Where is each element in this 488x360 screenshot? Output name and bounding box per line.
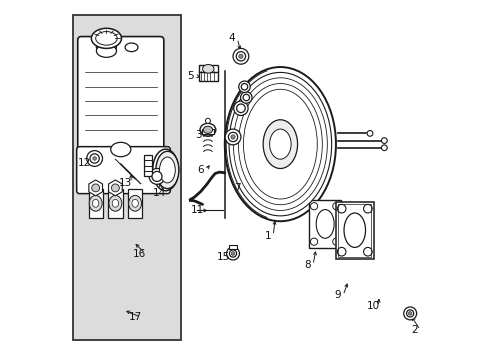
Ellipse shape: [263, 120, 297, 168]
Circle shape: [337, 204, 346, 213]
Ellipse shape: [344, 213, 365, 247]
Ellipse shape: [132, 199, 138, 207]
Circle shape: [243, 94, 249, 101]
Circle shape: [149, 168, 164, 184]
Bar: [144, 155, 152, 176]
Text: 3: 3: [195, 130, 202, 140]
Circle shape: [337, 247, 346, 256]
Ellipse shape: [91, 28, 121, 48]
Bar: [73, 15, 180, 339]
Circle shape: [240, 92, 251, 103]
Ellipse shape: [96, 32, 117, 45]
Circle shape: [152, 171, 162, 181]
Circle shape: [111, 184, 119, 192]
Text: 11: 11: [190, 206, 203, 216]
Ellipse shape: [109, 195, 122, 211]
Text: 15: 15: [216, 252, 229, 262]
Text: 6: 6: [197, 165, 203, 175]
Text: 17: 17: [128, 312, 142, 322]
Circle shape: [363, 204, 371, 213]
Circle shape: [228, 132, 237, 141]
Circle shape: [86, 150, 102, 166]
Ellipse shape: [92, 199, 99, 207]
Circle shape: [310, 238, 317, 245]
Ellipse shape: [203, 126, 212, 134]
Bar: [88, 189, 102, 218]
FancyBboxPatch shape: [77, 147, 170, 194]
Circle shape: [407, 312, 411, 315]
Circle shape: [381, 145, 386, 150]
Circle shape: [406, 310, 413, 317]
Circle shape: [233, 101, 247, 116]
Circle shape: [238, 81, 250, 93]
Circle shape: [366, 131, 372, 136]
Text: 10: 10: [366, 301, 379, 311]
Ellipse shape: [233, 78, 326, 211]
Bar: [198, 65, 218, 72]
Ellipse shape: [238, 84, 322, 205]
Ellipse shape: [224, 67, 335, 221]
Text: 2: 2: [411, 325, 417, 335]
Text: 9: 9: [334, 291, 340, 301]
Text: 7: 7: [234, 183, 240, 193]
Circle shape: [332, 203, 339, 210]
Text: 4: 4: [228, 33, 235, 43]
Circle shape: [93, 157, 96, 160]
Bar: [128, 189, 142, 218]
Circle shape: [231, 252, 234, 255]
Ellipse shape: [96, 41, 116, 54]
Text: 14: 14: [152, 188, 165, 198]
Circle shape: [236, 51, 245, 61]
Bar: [335, 202, 373, 259]
Circle shape: [224, 129, 241, 145]
Ellipse shape: [202, 64, 214, 73]
Text: 12: 12: [78, 158, 91, 168]
Ellipse shape: [159, 157, 175, 183]
Circle shape: [236, 104, 244, 113]
Text: 13: 13: [119, 178, 132, 188]
Ellipse shape: [200, 123, 215, 136]
FancyBboxPatch shape: [78, 37, 163, 155]
Ellipse shape: [156, 151, 179, 189]
Circle shape: [90, 154, 99, 163]
Circle shape: [226, 247, 239, 260]
Ellipse shape: [96, 44, 116, 57]
Ellipse shape: [269, 129, 290, 159]
Ellipse shape: [243, 89, 317, 199]
Bar: [108, 189, 122, 218]
Circle shape: [92, 184, 100, 192]
Circle shape: [403, 307, 416, 320]
Ellipse shape: [112, 199, 119, 207]
Circle shape: [310, 203, 317, 210]
Text: 5: 5: [187, 71, 194, 81]
Bar: [202, 129, 213, 134]
Bar: [229, 244, 236, 249]
Circle shape: [233, 48, 248, 64]
Circle shape: [205, 118, 210, 123]
Ellipse shape: [128, 195, 142, 211]
Circle shape: [238, 54, 243, 58]
Ellipse shape: [228, 72, 331, 216]
Ellipse shape: [110, 142, 131, 157]
Ellipse shape: [125, 43, 138, 51]
Text: 16: 16: [133, 248, 146, 258]
Circle shape: [241, 84, 247, 90]
Circle shape: [363, 247, 371, 256]
Circle shape: [381, 138, 386, 143]
Text: 1: 1: [264, 231, 270, 240]
Bar: [198, 71, 218, 81]
Ellipse shape: [89, 195, 102, 211]
Text: 8: 8: [304, 260, 310, 270]
Circle shape: [230, 135, 235, 139]
Circle shape: [332, 238, 339, 245]
Circle shape: [229, 250, 236, 257]
Ellipse shape: [316, 210, 333, 238]
Bar: [308, 200, 341, 248]
